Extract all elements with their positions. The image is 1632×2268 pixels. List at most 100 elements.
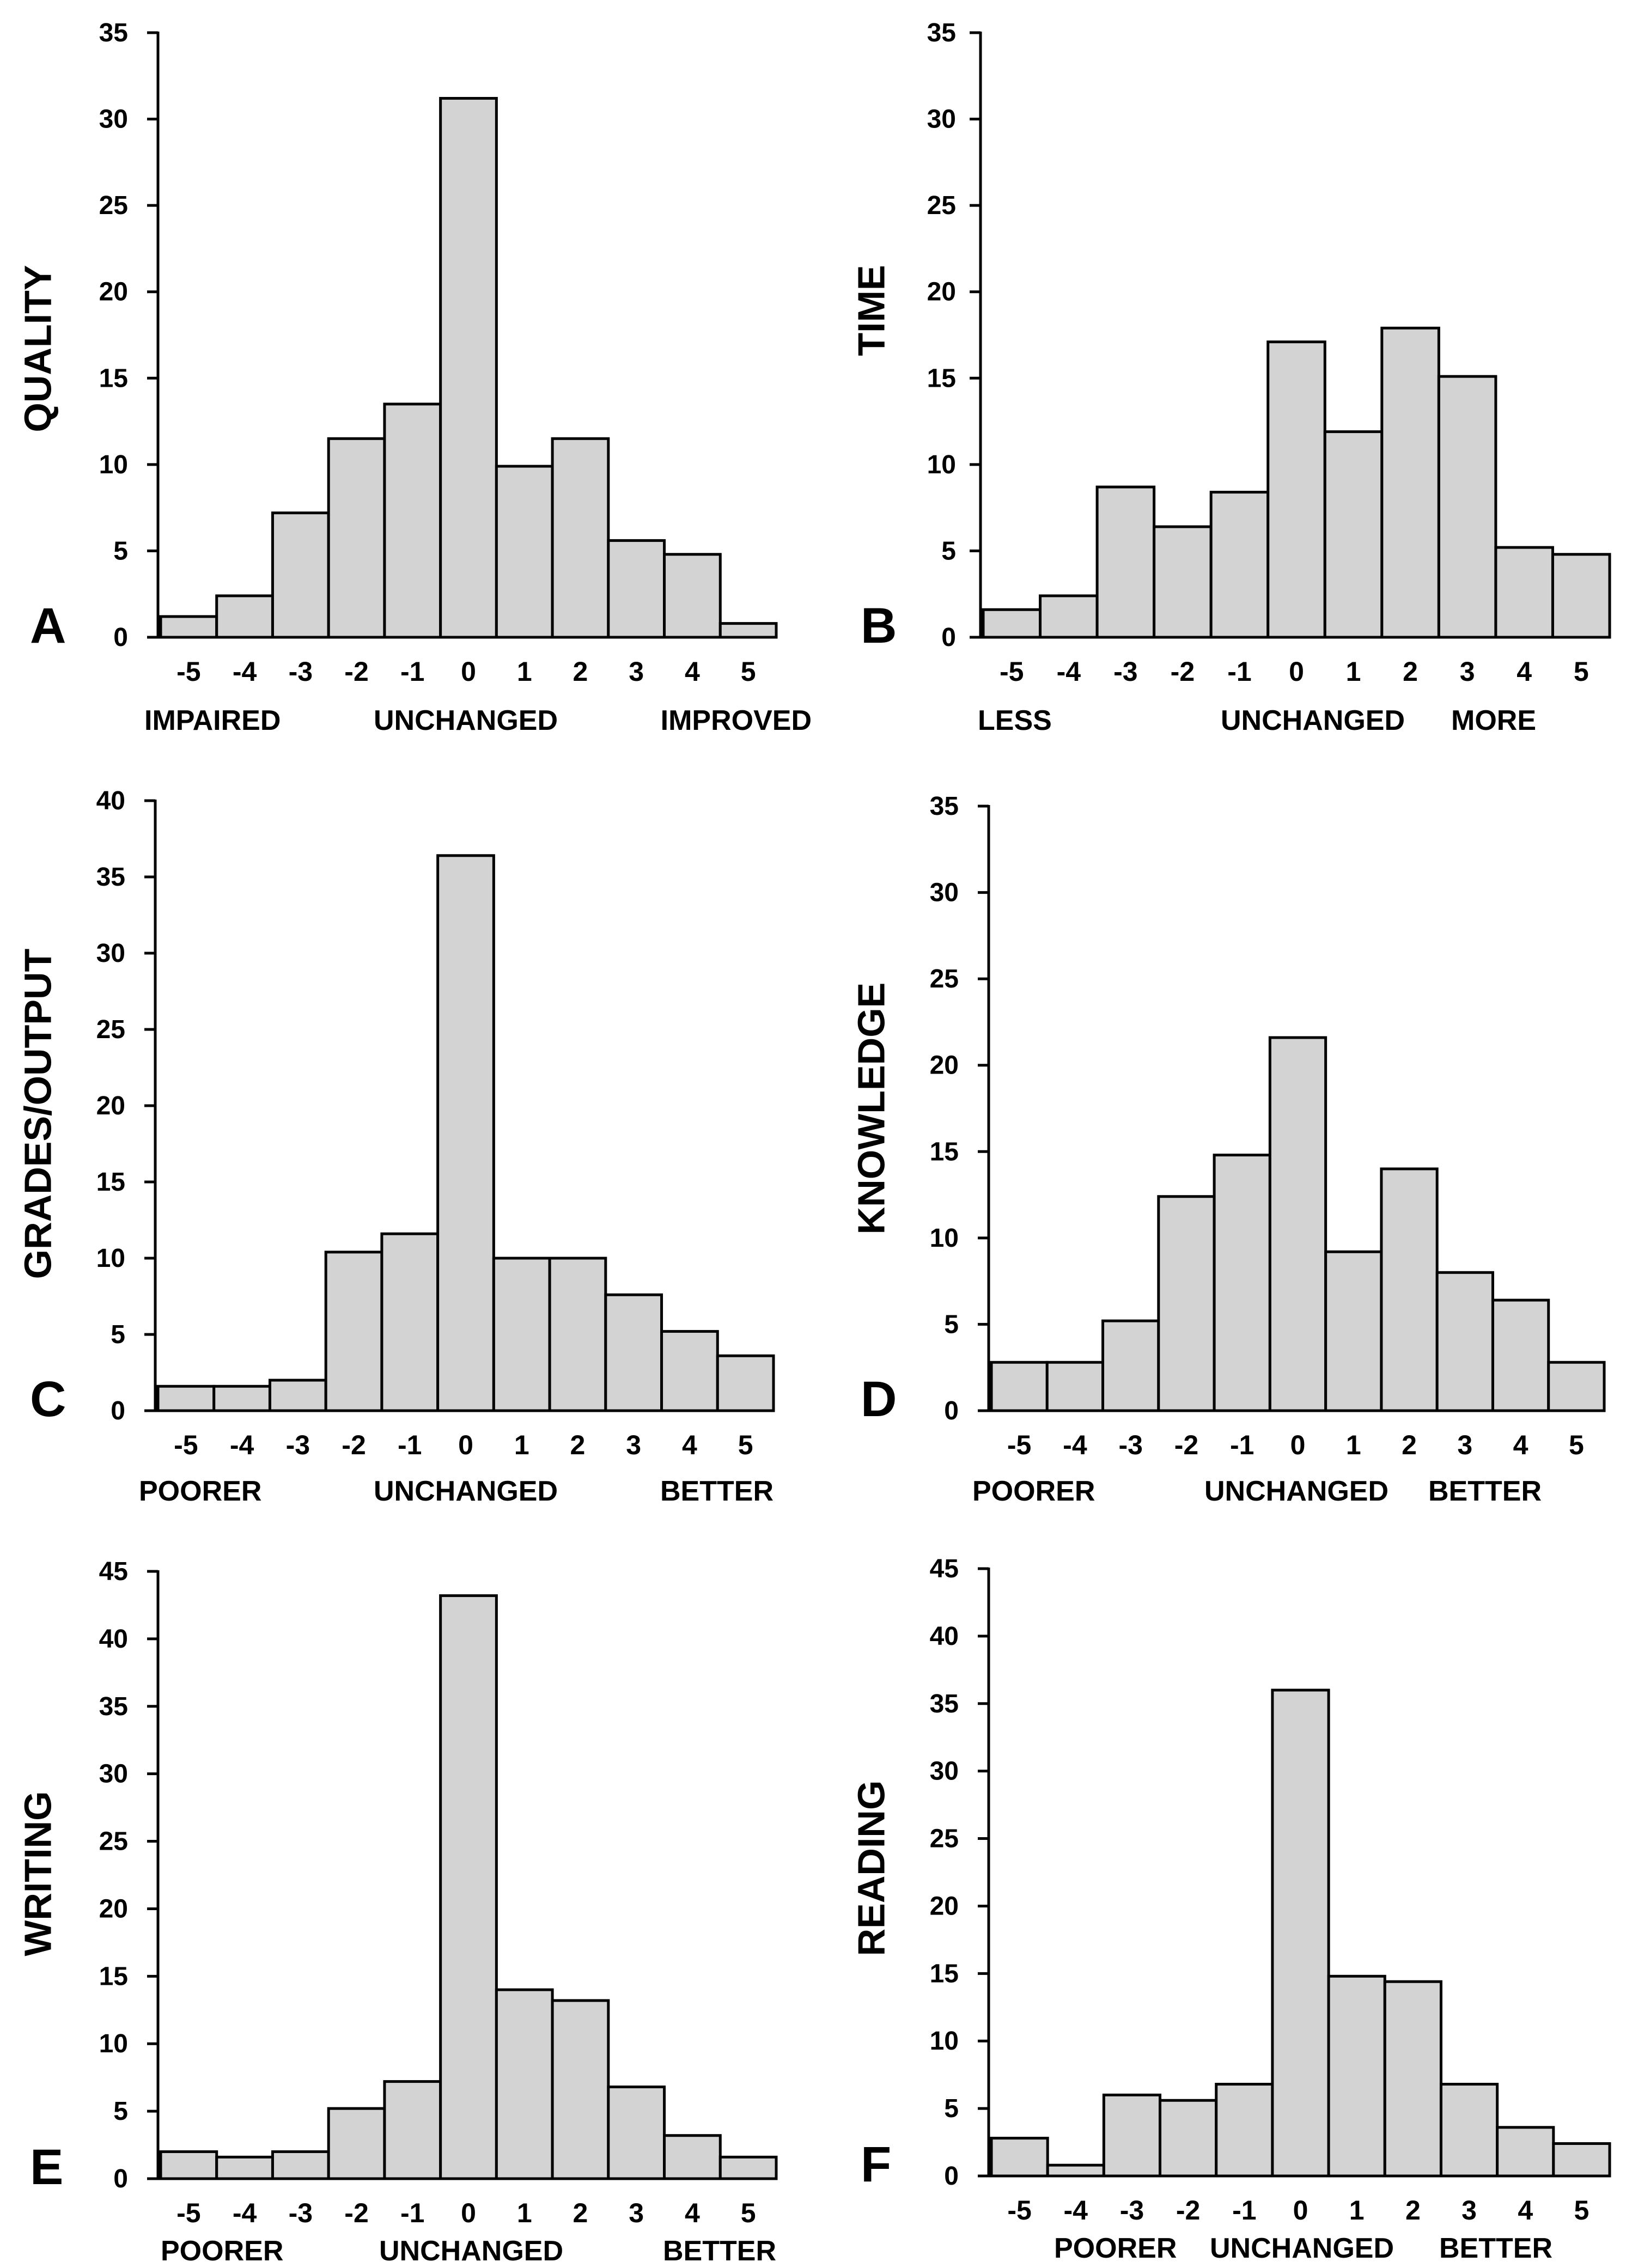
bar-5 (716, 1354, 775, 1412)
y-tick-label: 20 (930, 1892, 959, 1921)
y-tick-label: 40 (96, 787, 125, 815)
x-tick-label: -2 (1174, 1430, 1198, 1460)
bar-3 (607, 2086, 666, 2180)
y-tick-label: 10 (927, 450, 956, 479)
x-tick-label: -3 (289, 2198, 313, 2228)
bar-0 (436, 854, 495, 1412)
y-tick-label: 25 (930, 1825, 959, 1854)
scale-label-right: MORE (1451, 705, 1536, 736)
scale-label-center: UNCHANGED (1204, 1476, 1389, 1507)
x-tick-label: 3 (1460, 656, 1475, 687)
x-tick-label: -2 (342, 1430, 366, 1460)
bar--1 (1215, 2083, 1274, 2178)
y-tick-label: 30 (99, 105, 128, 134)
bar--5 (159, 615, 218, 639)
bar--4 (212, 1385, 271, 1412)
y-tick-label: 15 (99, 364, 128, 393)
y-axis-title: WRITING (16, 1791, 59, 1956)
x-tick-label: -2 (1176, 2195, 1200, 2226)
scale-label-center: UNCHANGED (379, 2235, 563, 2267)
bar-1 (495, 465, 554, 639)
x-tick-label: 0 (1293, 2195, 1308, 2226)
y-tick-label: 35 (99, 19, 128, 47)
x-tick-label: -1 (400, 656, 424, 687)
bar-5 (1552, 2142, 1611, 2178)
y-tick-label: 35 (927, 19, 956, 47)
y-tick-label: 0 (113, 2165, 128, 2193)
bar-1 (1324, 1250, 1383, 1412)
y-tick-label: 25 (99, 191, 128, 220)
y-tick-label: 20 (99, 1894, 128, 1923)
y-axis-title: QUALITY (16, 265, 59, 432)
y-tick-label: 10 (930, 1224, 959, 1253)
x-tick-label: -3 (289, 656, 313, 687)
bar--1 (1209, 491, 1270, 639)
bar-4 (1496, 2126, 1555, 2178)
bar--1 (1213, 1154, 1271, 1412)
x-tick-label: 2 (1403, 656, 1418, 687)
x-tick-label: -2 (1171, 656, 1195, 687)
x-tick-label: 0 (1290, 1430, 1306, 1460)
panel-letter: F (861, 2137, 891, 2192)
y-tick-label: 30 (99, 1760, 128, 1789)
x-tick-label: 4 (685, 2198, 700, 2228)
bar-4 (663, 2134, 722, 2180)
y-tick-label: 5 (944, 2094, 959, 2123)
bar-4 (1494, 546, 1554, 639)
bar--4 (1046, 2163, 1105, 2178)
x-tick-label: -4 (1064, 2195, 1088, 2226)
y-tick-label: 25 (930, 965, 959, 993)
bar--2 (1157, 1195, 1216, 1412)
bar-5 (1551, 553, 1611, 639)
x-tick-label: -5 (176, 2198, 200, 2228)
bar-2 (548, 1257, 607, 1412)
x-tick-label: 0 (461, 2198, 476, 2228)
y-tick-label: 30 (930, 1757, 959, 1786)
bar-0 (439, 97, 498, 639)
panel-letter: B (861, 598, 897, 654)
bar-4 (1491, 1298, 1550, 1412)
bar-3 (607, 539, 666, 639)
y-tick-label: 0 (944, 1397, 959, 1425)
x-tick-label: -5 (1007, 1430, 1031, 1460)
y-tick-label: 30 (927, 105, 956, 134)
x-tick-label: 5 (741, 2198, 756, 2228)
x-tick-label: -5 (1000, 656, 1024, 687)
bar-3 (1439, 2083, 1499, 2178)
y-tick-label: 0 (944, 2162, 959, 2191)
x-tick-label: -4 (1057, 656, 1081, 687)
bar--2 (327, 2107, 386, 2180)
scale-label-right: IMPROVED (661, 705, 812, 736)
bar--3 (271, 511, 330, 639)
x-tick-label: -2 (344, 656, 368, 687)
scale-label-left: POORER (972, 1476, 1095, 1507)
x-tick-label: 4 (1518, 2195, 1533, 2226)
scale-label-left: LESS (978, 705, 1052, 736)
bar-5 (1547, 1361, 1606, 1412)
x-tick-label: -5 (1007, 2195, 1031, 2226)
bar-2 (1380, 326, 1440, 639)
bar--5 (990, 1361, 1049, 1412)
bar--3 (268, 1379, 327, 1412)
bar--2 (1153, 525, 1213, 639)
bar-1 (1323, 430, 1384, 639)
scale-label-center: UNCHANGED (1221, 705, 1405, 736)
y-tick-label: 5 (113, 536, 128, 565)
x-tick-label: 2 (1405, 2195, 1421, 2226)
scale-label-center: UNCHANGED (374, 705, 558, 736)
y-axis-title: READING (850, 1781, 892, 1956)
bar-0 (439, 1594, 498, 2180)
x-tick-label: -1 (400, 2198, 424, 2228)
x-tick-label: 1 (1346, 1430, 1361, 1460)
scale-label-right: BETTER (660, 1476, 774, 1507)
scale-label-center: UNCHANGED (374, 1476, 558, 1507)
bar--4 (215, 594, 274, 639)
x-tick-label: 1 (1349, 2195, 1365, 2226)
x-tick-label: 4 (1517, 656, 1532, 687)
x-tick-label: -4 (233, 2198, 257, 2228)
y-tick-label: 25 (927, 191, 956, 220)
panel-letter: E (30, 2139, 63, 2195)
